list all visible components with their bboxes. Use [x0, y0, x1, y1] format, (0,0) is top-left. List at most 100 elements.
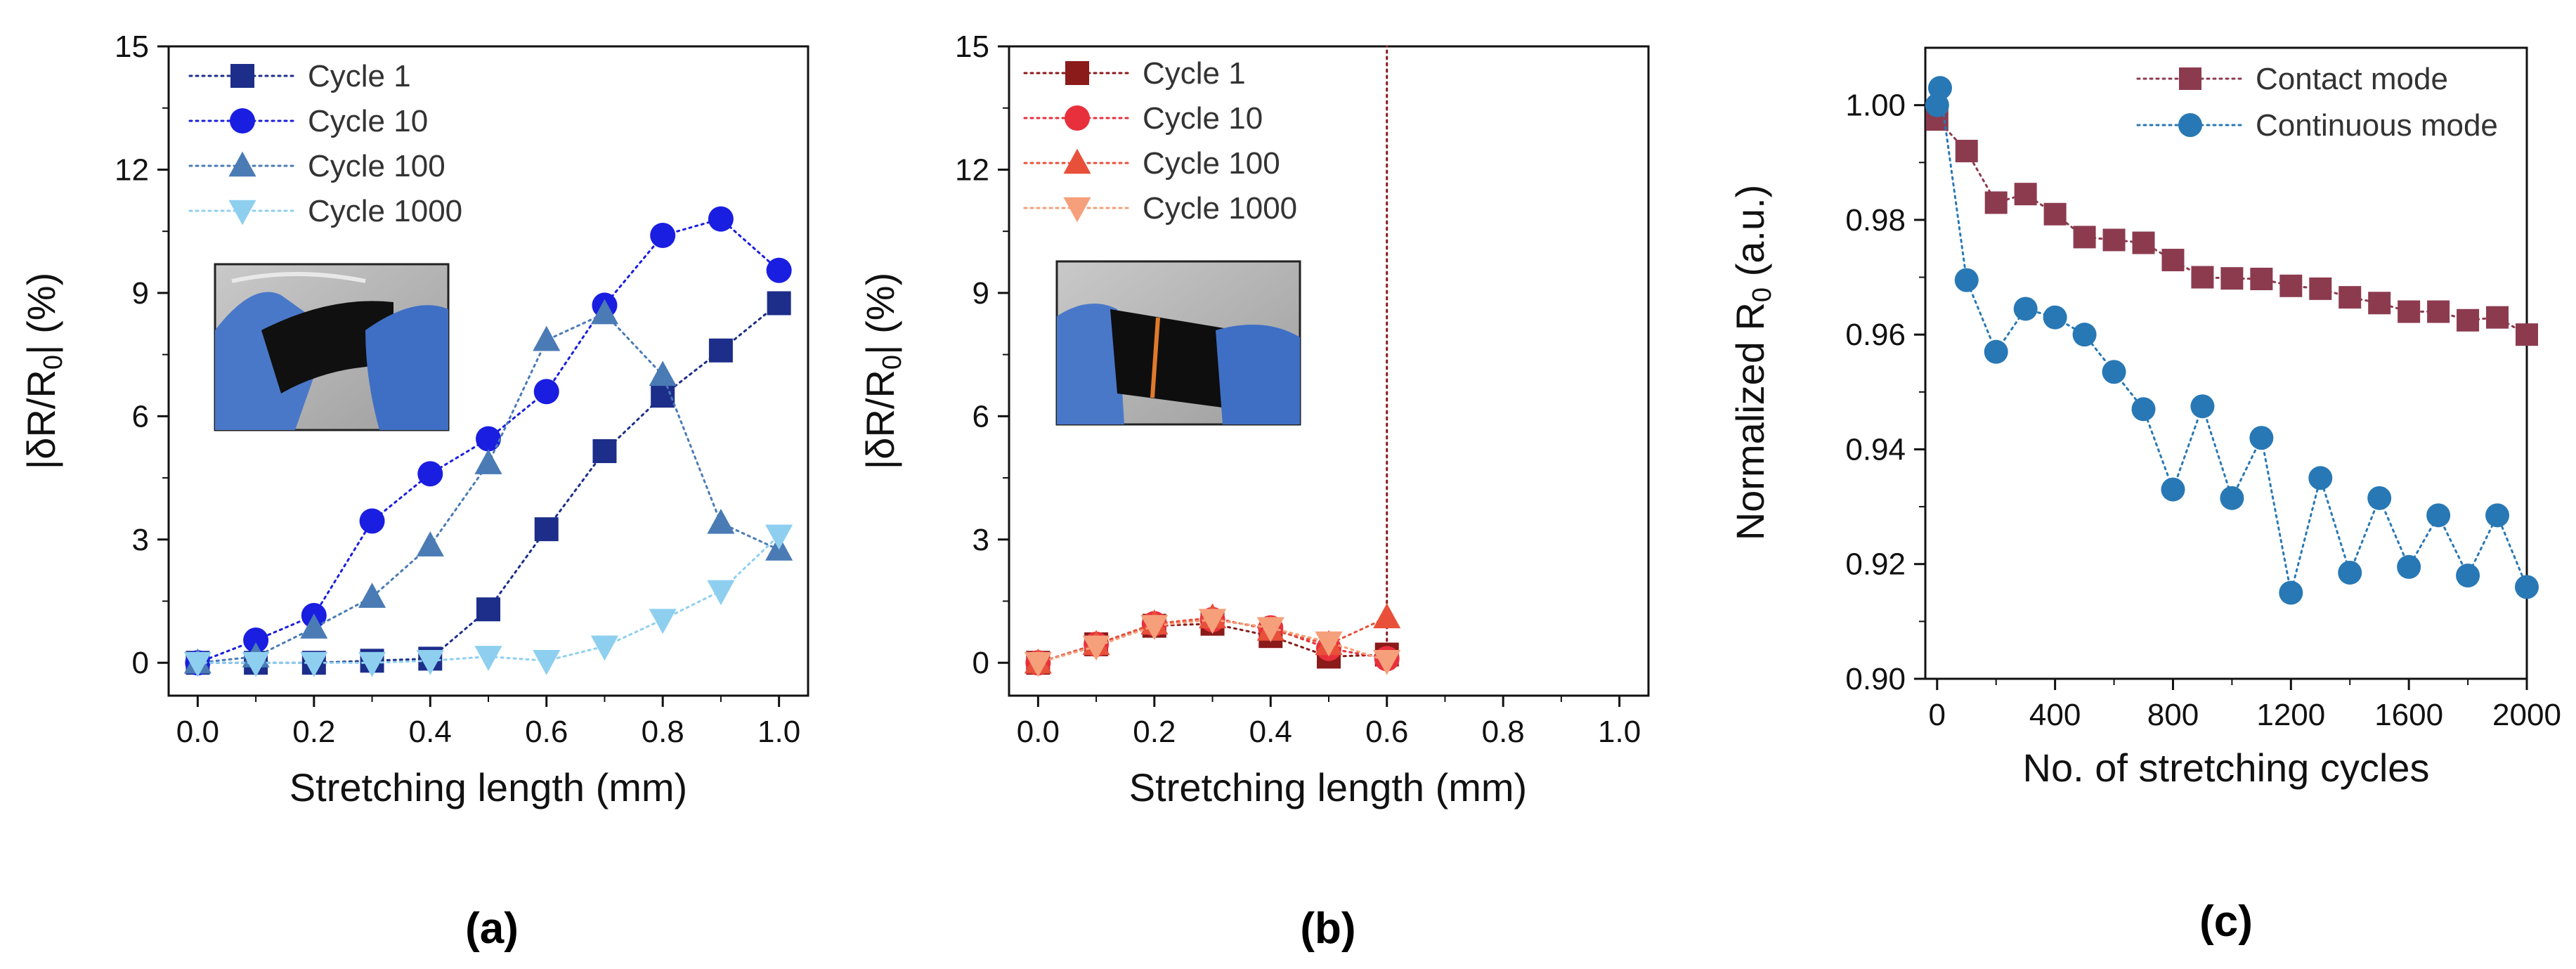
data-point	[2338, 286, 2362, 309]
x-tick-label: 0.6	[525, 715, 568, 749]
data-point	[2072, 323, 2097, 347]
data-point	[765, 524, 793, 550]
data-point	[2515, 575, 2539, 599]
y-tick-label: 0.92	[1845, 547, 1906, 582]
svg-text:Normalized R0 (a.u.): Normalized R0 (a.u.)	[1728, 185, 1777, 541]
legend-label: Contact mode	[2256, 62, 2448, 96]
x-tick-label: 0.6	[1365, 715, 1408, 749]
data-point	[2279, 274, 2303, 297]
data-point	[183, 651, 212, 677]
data-point	[2426, 503, 2451, 528]
panel-label: (a)	[465, 904, 519, 953]
data-point	[2014, 183, 2037, 206]
legend-label: Cycle 10	[1143, 101, 1263, 136]
data-point	[2161, 477, 2185, 502]
svg-text:|δR/R0| (%): |δR/R0| (%)	[858, 273, 907, 470]
data-point	[707, 508, 735, 534]
legend-entry: Cycle 1	[188, 59, 411, 93]
data-point	[649, 360, 677, 386]
legend-entry: Cycle 100	[1023, 146, 1280, 181]
legend-marker	[228, 200, 256, 226]
data-point	[474, 449, 502, 474]
data-point	[767, 291, 791, 316]
data-point	[1955, 139, 1978, 162]
data-point	[534, 517, 559, 542]
data-point	[766, 257, 792, 283]
inset-photo	[214, 263, 450, 431]
svg-text:|δR/R0| (%): |δR/R0| (%)	[19, 273, 68, 470]
data-point	[1315, 631, 1343, 657]
data-point	[590, 299, 619, 325]
legend-label: Cycle 100	[308, 149, 445, 183]
legend-marker	[230, 108, 255, 134]
x-tick-label: 0.4	[409, 715, 452, 749]
data-point	[2250, 267, 2273, 290]
legend-entry: Cycle 10	[188, 104, 428, 138]
data-point	[2102, 360, 2126, 384]
x-tick-label: 1.0	[1598, 715, 1641, 749]
y-tick-label: 0.94	[1845, 432, 1906, 467]
legend-label: Continuous mode	[2256, 108, 2498, 143]
x-tick-label: 0.8	[642, 715, 684, 749]
series-group	[1925, 76, 2539, 605]
data-point	[416, 649, 444, 675]
data-point	[2308, 466, 2333, 490]
x-tick-label: 0.4	[1249, 715, 1292, 749]
y-tick-label: 9	[132, 276, 149, 311]
x-tick-label: 0.2	[292, 715, 335, 749]
y-tick-label: 3	[132, 523, 149, 557]
data-point	[2013, 297, 2038, 321]
y-tick-label: 6	[972, 399, 989, 434]
panel-label: (b)	[1300, 904, 1355, 953]
x-tick-label: 1600	[2374, 698, 2443, 732]
data-point	[2073, 226, 2096, 249]
y-tick-label: 12	[955, 152, 989, 187]
series-line	[1936, 87, 2528, 593]
y-tick-label: 0.90	[1845, 662, 1906, 696]
data-point	[708, 338, 733, 363]
data-point	[1373, 603, 1401, 629]
data-point	[2161, 249, 2185, 272]
x-tick-label: 800	[2147, 698, 2199, 732]
data-point	[2485, 503, 2510, 528]
legend-label: Cycle 100	[1143, 146, 1280, 181]
data-point	[300, 651, 328, 677]
legend-marker	[2178, 113, 2202, 137]
data-point	[2456, 564, 2480, 588]
legend-entry: Cycle 1000	[188, 194, 462, 228]
series-group	[1024, 45, 1401, 677]
legend-entry: Cycle 1000	[1023, 191, 1297, 226]
x-tick-label: 1200	[2256, 698, 2325, 732]
data-point	[1954, 268, 1979, 292]
data-point	[474, 646, 502, 671]
data-point	[358, 651, 386, 677]
data-point	[2102, 228, 2126, 252]
data-point	[1984, 339, 2008, 364]
data-point	[476, 426, 501, 452]
data-point	[2397, 554, 2421, 579]
legend-marker	[1065, 61, 1089, 85]
legend-entry: Cycle 100	[188, 149, 445, 183]
data-point	[2338, 560, 2362, 585]
inset-photo	[1055, 260, 1301, 426]
data-point	[2309, 277, 2332, 300]
data-point	[2043, 305, 2067, 330]
data-point	[358, 583, 386, 608]
data-point	[651, 384, 675, 408]
data-point	[592, 439, 617, 464]
x-tick-label: 0.0	[176, 715, 219, 749]
data-point	[2191, 266, 2214, 289]
plot-frame	[1924, 46, 2528, 680]
x-tick-label: 1.0	[757, 715, 800, 749]
data-point	[2132, 231, 2155, 254]
data-point	[2190, 394, 2215, 419]
axis-ticks: 0.0 0.2 0.4 0.6 0.8 1.0 0 3 6 9 12 15	[955, 30, 1641, 749]
y-tick-label: 1.00	[1845, 89, 1906, 123]
y-tick-label: 0	[972, 646, 989, 680]
axis-ticks: 0 400 800 1200 1600 2000 0.90 0.92 0.94 0.96 0.98 1…	[1845, 89, 2561, 732]
legend-label: Cycle 1	[308, 59, 411, 93]
data-point	[2398, 300, 2421, 323]
data-point	[2516, 323, 2538, 346]
data-point	[2131, 397, 2156, 422]
